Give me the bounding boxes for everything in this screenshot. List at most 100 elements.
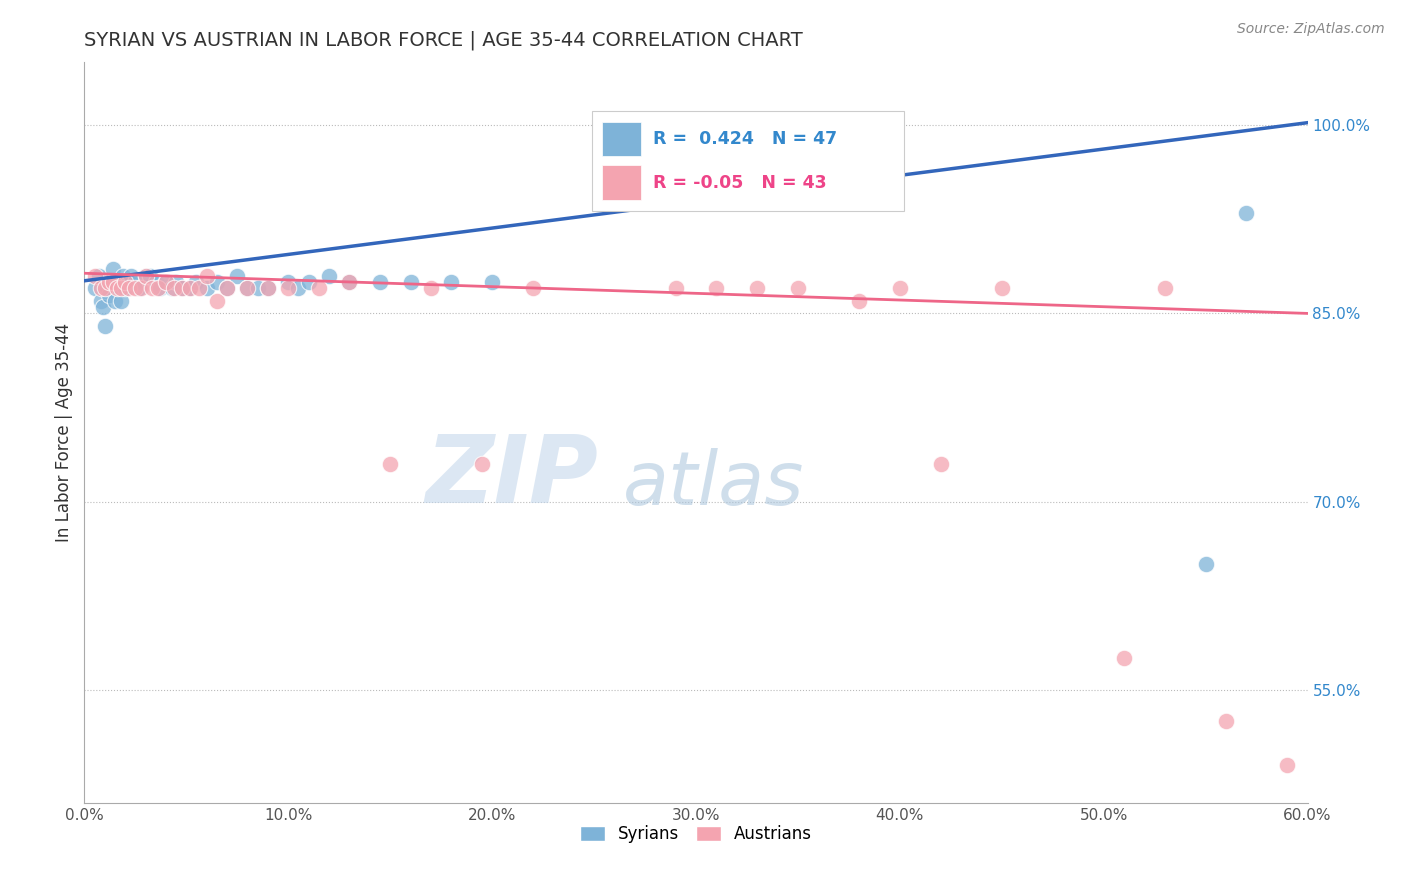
- Point: [146, 281, 169, 295]
- Point: [246, 281, 269, 295]
- Point: [380, 457, 402, 471]
- Point: [399, 275, 422, 289]
- Point: [1277, 758, 1299, 772]
- Point: [135, 268, 157, 283]
- Text: R =  0.424   N = 47: R = 0.424 N = 47: [654, 129, 838, 147]
- Point: [163, 281, 186, 295]
- Point: [165, 275, 187, 289]
- Text: R = -0.05   N = 43: R = -0.05 N = 43: [654, 174, 827, 192]
- Point: [172, 281, 194, 295]
- Point: [277, 281, 299, 295]
- Point: [217, 281, 239, 295]
- Point: [522, 281, 544, 295]
- Point: [277, 275, 299, 289]
- FancyBboxPatch shape: [602, 121, 641, 155]
- Text: atlas: atlas: [623, 449, 804, 520]
- Point: [217, 281, 239, 295]
- Point: [787, 281, 810, 295]
- Point: [471, 457, 494, 471]
- Point: [104, 293, 127, 308]
- Point: [112, 268, 135, 283]
- Point: [141, 281, 163, 295]
- Point: [440, 275, 463, 289]
- Point: [706, 281, 728, 295]
- Point: [110, 281, 132, 295]
- Point: [118, 281, 141, 295]
- Point: [205, 275, 228, 289]
- Point: [308, 281, 330, 295]
- Point: [889, 281, 911, 295]
- Point: [149, 281, 172, 295]
- Point: [1154, 281, 1177, 295]
- Point: [96, 281, 118, 295]
- Point: [124, 275, 146, 289]
- Text: SYRIAN VS AUSTRIAN IN LABOR FORCE | AGE 35-44 CORRELATION CHART: SYRIAN VS AUSTRIAN IN LABOR FORCE | AGE …: [84, 30, 803, 50]
- Point: [339, 275, 361, 289]
- Point: [135, 268, 157, 283]
- Point: [118, 275, 141, 289]
- Point: [114, 275, 136, 289]
- Point: [257, 281, 280, 295]
- Point: [1195, 558, 1218, 572]
- Point: [172, 281, 194, 295]
- Point: [120, 268, 142, 283]
- Point: [298, 275, 321, 289]
- Point: [110, 293, 132, 308]
- Point: [665, 281, 688, 295]
- Point: [83, 268, 105, 283]
- Point: [929, 457, 952, 471]
- Point: [131, 281, 153, 295]
- Point: [179, 281, 201, 295]
- Point: [138, 268, 160, 283]
- Point: [991, 281, 1014, 295]
- Point: [114, 281, 136, 295]
- Point: [205, 293, 228, 308]
- Point: [236, 281, 259, 295]
- FancyBboxPatch shape: [592, 111, 904, 211]
- Point: [318, 268, 340, 283]
- Point: [368, 275, 391, 289]
- Point: [101, 262, 124, 277]
- Point: [339, 275, 361, 289]
- FancyBboxPatch shape: [602, 166, 641, 200]
- Y-axis label: In Labor Force | Age 35-44: In Labor Force | Age 35-44: [55, 323, 73, 542]
- Point: [93, 281, 115, 295]
- Point: [155, 275, 177, 289]
- Point: [105, 281, 128, 295]
- Point: [287, 281, 309, 295]
- Text: ZIP: ZIP: [425, 431, 598, 523]
- Point: [83, 281, 105, 295]
- Point: [145, 275, 167, 289]
- Point: [90, 293, 112, 308]
- Point: [100, 275, 122, 289]
- Point: [160, 281, 183, 295]
- Point: [257, 281, 280, 295]
- Point: [87, 268, 110, 283]
- Point: [195, 268, 218, 283]
- Point: [1236, 206, 1258, 220]
- Point: [186, 275, 208, 289]
- Text: Source: ZipAtlas.com: Source: ZipAtlas.com: [1237, 22, 1385, 37]
- Point: [97, 287, 120, 301]
- Point: [747, 281, 769, 295]
- Point: [420, 281, 443, 295]
- Point: [226, 268, 249, 283]
- Point: [91, 300, 114, 314]
- Point: [1114, 651, 1136, 665]
- Point: [195, 281, 218, 295]
- Point: [848, 293, 870, 308]
- Point: [101, 275, 124, 289]
- Point: [105, 275, 128, 289]
- Point: [124, 281, 146, 295]
- Legend: Syrians, Austrians: Syrians, Austrians: [574, 819, 818, 850]
- Point: [179, 281, 201, 295]
- Point: [108, 281, 131, 295]
- Point: [1215, 714, 1237, 729]
- Point: [128, 281, 150, 295]
- Point: [90, 281, 112, 295]
- Point: [481, 275, 503, 289]
- Point: [187, 281, 209, 295]
- Point: [236, 281, 259, 295]
- Point: [155, 275, 177, 289]
- Point: [97, 275, 120, 289]
